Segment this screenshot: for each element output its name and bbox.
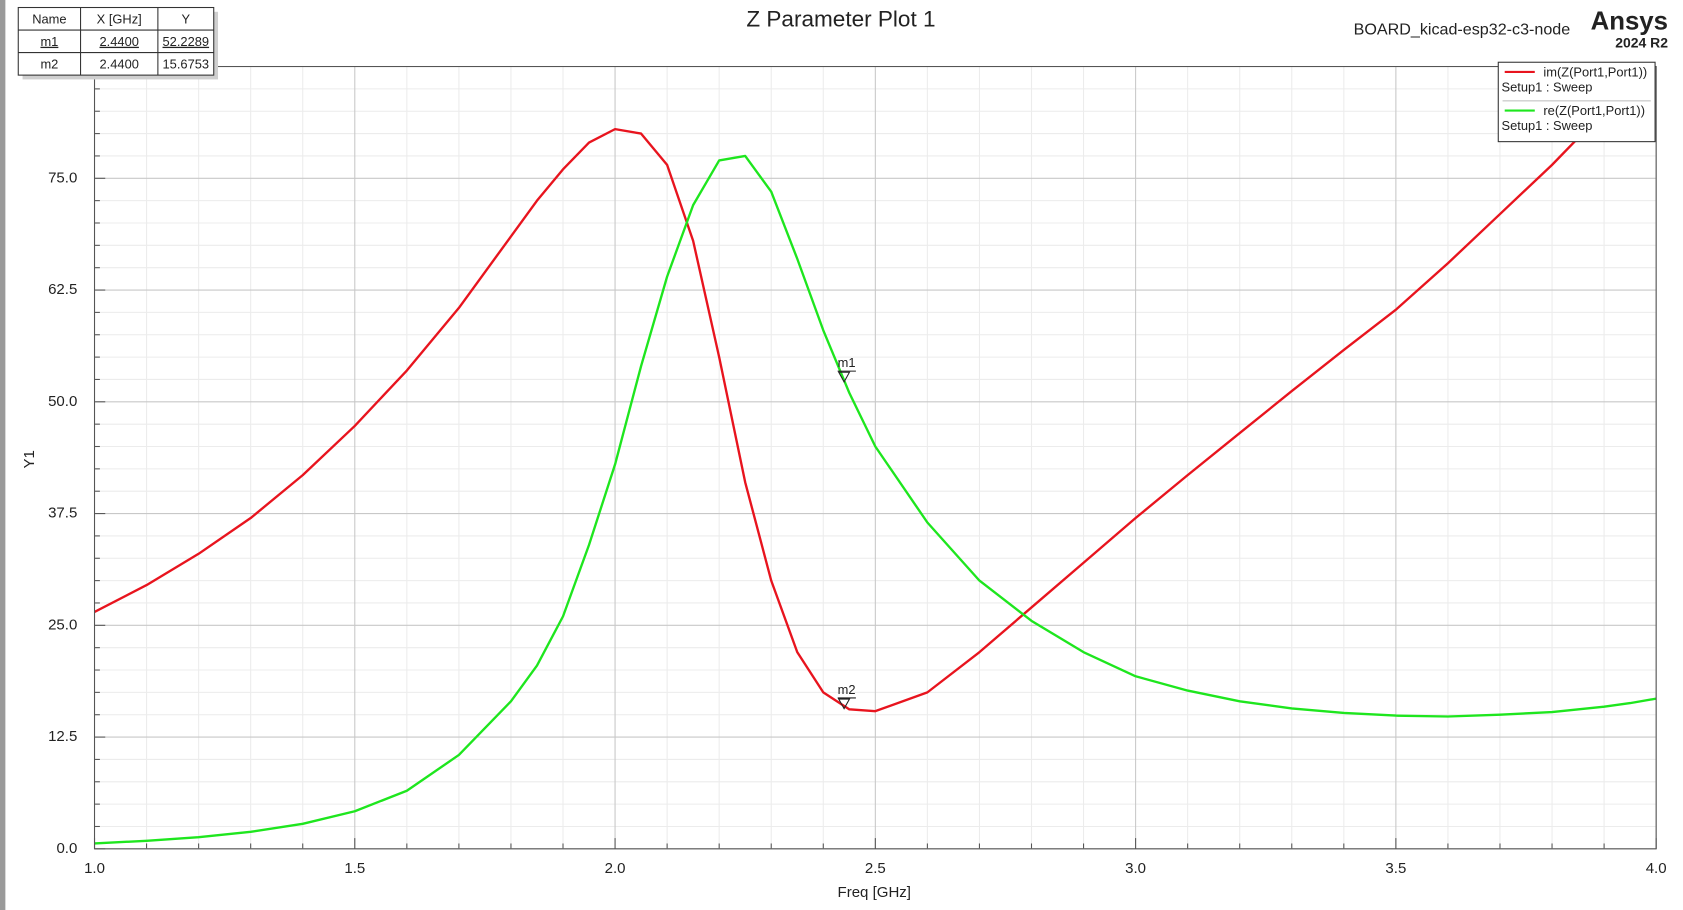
table-cell: 52.2289 [163,34,210,49]
table-header: Y [182,11,191,26]
markers: m1 m2 [837,355,856,710]
marker-label: m2 [838,682,856,697]
x-tick-label: 3.0 [1125,860,1146,877]
version: 2024 R2 [1615,35,1668,51]
table-header: Name [32,11,66,26]
y-tick-label: 25.0 [48,616,77,633]
table-frame [17,6,215,76]
table-cell: 15.6753 [163,56,210,71]
marker-label: m1 [838,355,856,370]
plot-frame [93,65,1657,850]
marker-symbol [837,698,851,710]
legend-label: re(Z(Port1,Port1)) [1543,103,1645,118]
series-line [94,154,1657,845]
brand: Ansys [1591,7,1668,35]
y-tick-label: 75.0 [48,169,77,186]
x-tick-label: 3.5 [1385,860,1406,877]
y-axis-label: Y1 [21,450,38,468]
y-tick-label: 12.5 [48,728,77,745]
grid: 0.0 12.5 25.0 37.5 50.0 62.5 75.0 1.0 1.5 2.0 2.5 3… [48,66,1667,877]
chart-title: Z Parameter Plot 1 [746,6,935,31]
plot-lines [94,66,1657,845]
x-tick-label: 4.0 [1646,860,1667,877]
x-tick-label: 2.0 [605,860,626,877]
window-edge [0,0,6,910]
table-cell: 2.4400 [100,56,139,71]
marker-symbol [837,371,851,383]
design-name: BOARD_kicad-esp32-c3-node [1354,20,1571,38]
x-tick-label: 2.5 [865,860,886,877]
y-tick-label: 37.5 [48,505,77,522]
y-tick-label: 50.0 [48,393,77,410]
legend-box [1497,61,1656,143]
legend-setup: Setup1 : Sweep [1501,118,1592,133]
table-cell: m2 [40,56,58,71]
table-header: X [GHz] [97,11,142,26]
legend-label: im(Z(Port1,Port1)) [1543,64,1647,79]
y-tick-label: 62.5 [48,281,77,298]
legend-setup: Setup1 : Sweep [1501,79,1592,94]
x-axis-label: Freq [GHz] [838,884,911,901]
legend: im(Z(Port1,Port1))Setup1 : Sweepre(Z(Por… [1497,61,1656,143]
y-tick-label: 0.0 [56,840,77,857]
x-tick-label: 1.5 [344,860,365,877]
marker-table: Name X [GHz] Ym1 2.4400 52.2289 m2 2.4400 15.67… [17,6,219,80]
series-line [94,66,1646,713]
x-tick-label: 1.0 [84,860,105,877]
table-cell: m1 [40,34,58,49]
table-cell: 2.4400 [100,34,139,49]
